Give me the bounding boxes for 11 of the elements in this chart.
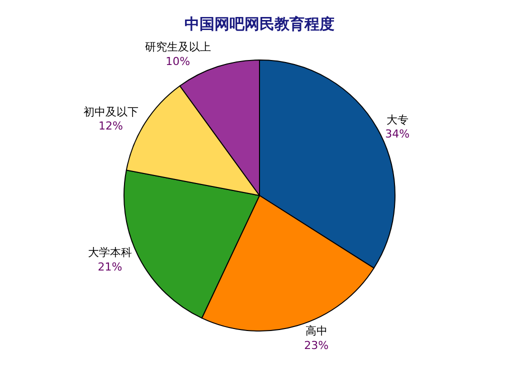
- slice-label: 高中: [305, 324, 328, 338]
- data-label: 34%: [385, 128, 410, 141]
- data-label: 12%: [98, 120, 123, 133]
- slice-label: 研究生及以上: [144, 40, 211, 54]
- slice-label: 初中及以下: [83, 105, 138, 118]
- data-label: 21%: [98, 260, 122, 274]
- data-label: 23%: [304, 338, 329, 352]
- slice-label: 大专: [386, 113, 408, 126]
- chart-title: 中国网吧网民教育程度: [184, 15, 334, 34]
- slice-label: 大学本科: [88, 246, 132, 260]
- data-label: 10%: [166, 54, 190, 68]
